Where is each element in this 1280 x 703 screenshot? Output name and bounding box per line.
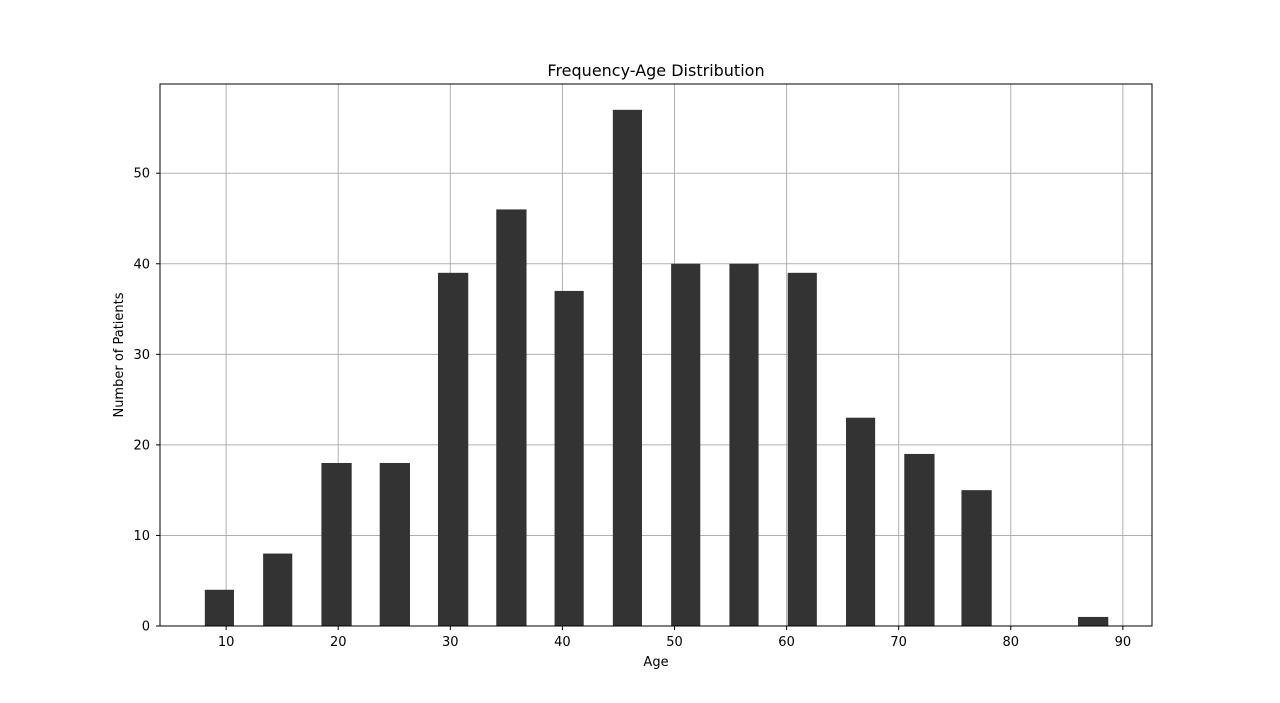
x-tick-label: 80: [1002, 635, 1019, 650]
histogram-bar: [496, 209, 527, 626]
x-tick-label: 70: [890, 635, 907, 650]
plot-frame: [159, 83, 1153, 627]
x-tick-label: 30: [442, 635, 459, 650]
x-tick-label: 50: [666, 635, 683, 650]
y-tick-label: 40: [133, 257, 150, 272]
histogram-bar: [204, 589, 234, 626]
y-tick-label: 50: [133, 167, 150, 182]
chart-title: Frequency-Age Distribution: [547, 61, 764, 80]
histogram-bar: [671, 263, 701, 626]
y-tick-label: 20: [133, 438, 150, 453]
x-tick-label: 10: [218, 635, 235, 650]
x-tick-label: 40: [554, 635, 571, 650]
histogram-bar: [554, 290, 584, 626]
x-tick-label: 90: [1115, 635, 1132, 650]
histogram-bar: [729, 263, 759, 626]
histogram-bar: [437, 272, 469, 626]
x-axis-ticks: 10 20 30 40 50 60 70 80 90: [218, 626, 1131, 650]
histogram-bar: [961, 490, 992, 626]
histogram-bar: [1078, 616, 1109, 626]
y-tick-label: 30: [133, 348, 150, 363]
x-tick-label: 60: [778, 635, 795, 650]
x-axis-label: Age: [643, 655, 668, 670]
histogram-bar: [904, 453, 935, 626]
histogram-bar: [321, 462, 352, 626]
plot-area: [160, 84, 1152, 626]
bars: [204, 109, 1109, 627]
histogram-bar: [845, 417, 876, 626]
histogram-bar: [263, 553, 293, 626]
x-tick-label: 20: [330, 635, 347, 650]
histogram-bar: [612, 109, 642, 627]
y-axis-label: Number of Patients: [112, 292, 127, 417]
y-tick-label: 10: [133, 529, 150, 544]
y-tick-label: 0: [142, 620, 150, 635]
histogram-bar: [379, 462, 410, 626]
y-axis-ticks: 0 10 20 30 40 50: [133, 167, 160, 635]
histogram-bar: [787, 272, 817, 626]
